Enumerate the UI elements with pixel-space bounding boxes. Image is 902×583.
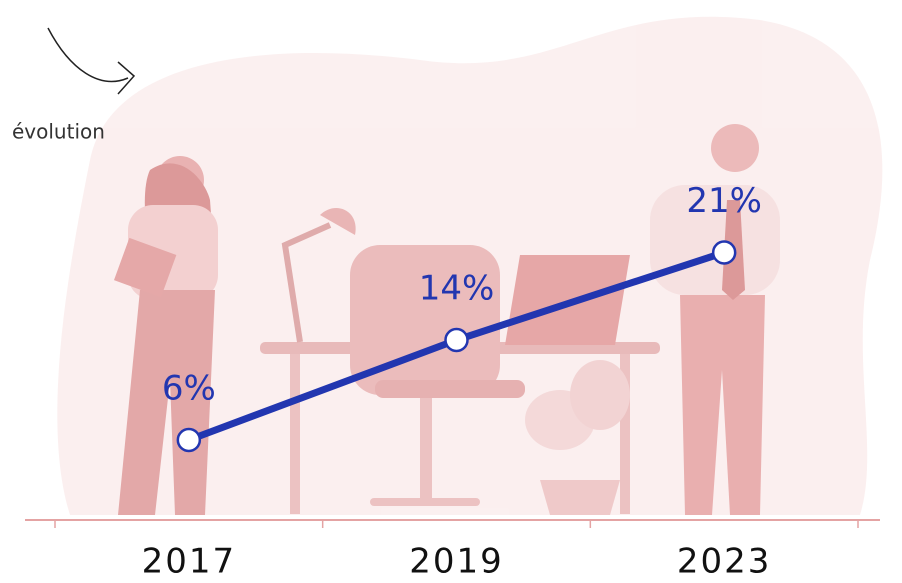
point	[444, 327, 469, 353]
x-tick-label: 2023	[677, 542, 772, 582]
background-illustration	[57, 16, 883, 516]
point	[176, 427, 202, 453]
x-tick-label: 2017	[142, 542, 237, 582]
annotation: évolution	[12, 120, 105, 144]
data-label: 6%	[162, 369, 216, 409]
arrow-head	[117, 61, 136, 95]
point	[711, 240, 737, 265]
data-label: 14%	[419, 269, 495, 309]
arrow	[47, 27, 129, 83]
x-tick-label: 2019	[409, 542, 504, 582]
data-label: 21%	[686, 181, 762, 221]
